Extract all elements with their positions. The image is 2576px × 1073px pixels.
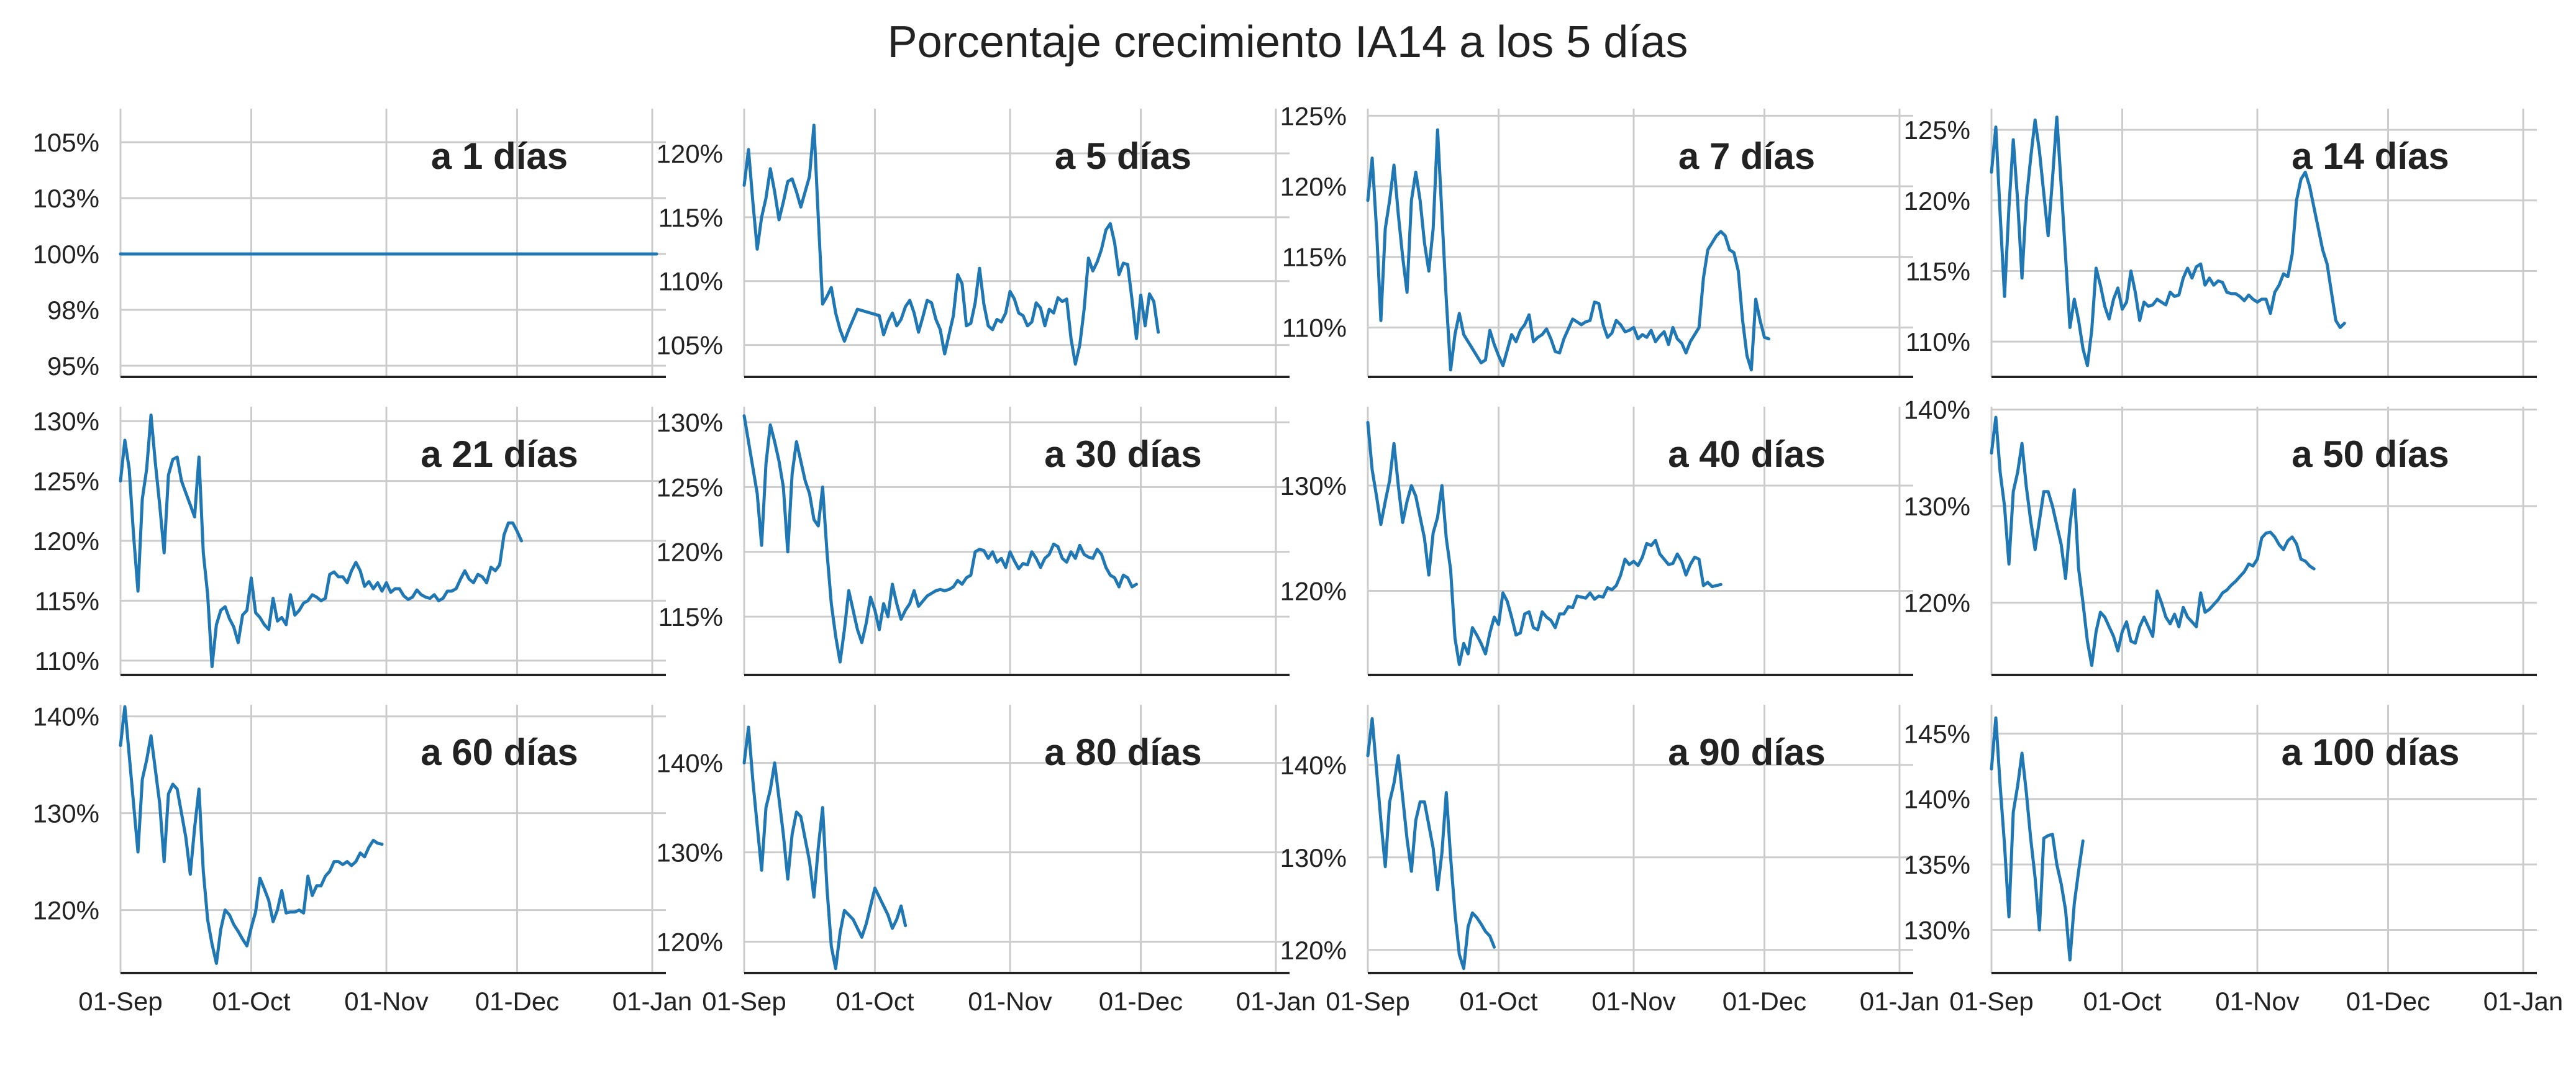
y-tick-label: 120% (1280, 576, 1347, 605)
panel-title: a 50 días (2292, 433, 2449, 475)
x-tick-label: 01-Jan (612, 987, 692, 1016)
x-tick-label: 01-Jan (1236, 987, 1316, 1016)
y-tick-label: 120% (657, 139, 723, 168)
panel-title: a 14 días (2292, 135, 2449, 177)
y-tick-label: 125% (1280, 101, 1347, 130)
panel-title: a 80 días (1044, 731, 1202, 773)
y-tick-label: 120% (657, 538, 723, 567)
x-tick-label: 01-Nov (1591, 987, 1675, 1016)
y-tick-label: 103% (33, 184, 99, 213)
y-tick-label: 120% (1280, 172, 1347, 201)
y-tick-label: 145% (1904, 719, 1970, 748)
y-tick-label: 125% (33, 467, 99, 496)
x-tick-label: 01-Oct (212, 987, 290, 1016)
y-tick-label: 140% (1904, 396, 1970, 425)
x-tick-label: 01-Sep (702, 987, 786, 1016)
y-tick-label: 115% (35, 586, 99, 615)
y-tick-label: 105% (33, 128, 99, 157)
x-tick-label: 01-Sep (1949, 987, 2033, 1016)
y-tick-label: 125% (1904, 115, 1970, 145)
y-tick-label: 130% (1904, 492, 1970, 521)
x-tick-label: 01-Dec (1723, 987, 1806, 1016)
y-tick-label: 130% (33, 799, 99, 828)
y-tick-label: 115% (658, 203, 723, 232)
x-tick-label: 01-Nov (968, 987, 1052, 1016)
y-tick-label: 140% (657, 749, 723, 778)
x-tick-label: 01-Sep (78, 987, 162, 1016)
x-tick-label: 01-Dec (475, 987, 559, 1016)
x-tick-label: 01-Oct (1459, 987, 1537, 1016)
series-line (1990, 716, 2085, 962)
y-tick-label: 98% (47, 296, 99, 325)
panel-title: a 60 días (421, 731, 578, 773)
x-tick-label: 01-Sep (1326, 987, 1409, 1016)
y-tick-label: 110% (1282, 313, 1347, 342)
y-tick-label: 115% (1906, 256, 1970, 286)
chart-title: Porcentaje crecimiento IA14 a los 5 días (888, 17, 1688, 67)
series-line (1366, 128, 1770, 372)
x-tick-label: 01-Dec (1099, 987, 1183, 1016)
y-tick-label: 120% (1904, 588, 1970, 617)
y-tick-label: 115% (1282, 243, 1347, 272)
y-tick-label: 110% (1906, 327, 1970, 356)
y-tick-label: 130% (1280, 843, 1347, 872)
panel-title: a 1 días (431, 135, 568, 177)
panel-title: a 7 días (1678, 135, 1815, 177)
series-line (742, 414, 1138, 664)
panel-title: a 40 días (1668, 433, 1826, 475)
series-line (742, 725, 908, 971)
y-tick-label: 105% (657, 331, 723, 360)
x-tick-label: 01-Oct (835, 987, 914, 1016)
series-line (1990, 115, 2346, 368)
panel-title: a 21 días (421, 433, 578, 475)
y-tick-label: 95% (47, 351, 99, 381)
y-tick-label: 130% (1904, 915, 1970, 944)
y-tick-label: 130% (657, 838, 723, 867)
panel-title: a 100 días (2282, 731, 2460, 773)
x-tick-label: 01-Dec (2346, 987, 2430, 1016)
y-tick-label: 135% (1904, 850, 1970, 879)
x-tick-label: 01-Nov (344, 987, 428, 1016)
y-tick-label: 110% (35, 646, 99, 676)
series-line (1366, 420, 1723, 666)
y-tick-label: 140% (1280, 751, 1347, 780)
y-tick-label: 125% (657, 473, 723, 502)
panel-title: a 5 días (1055, 135, 1191, 177)
y-tick-label: 120% (33, 896, 99, 925)
series-line (1366, 717, 1496, 971)
y-tick-label: 140% (1904, 785, 1970, 814)
panel-title: a 90 días (1668, 731, 1826, 773)
y-tick-label: 140% (33, 702, 99, 731)
x-tick-label: 01-Jan (1860, 987, 1939, 1016)
y-tick-label: 130% (33, 407, 99, 436)
y-tick-label: 115% (658, 602, 723, 632)
panel-title: a 30 días (1044, 433, 1202, 475)
x-tick-label: 01-Nov (2215, 987, 2299, 1016)
y-tick-label: 130% (1280, 471, 1347, 500)
y-tick-label: 120% (1904, 186, 1970, 215)
y-tick-label: 120% (33, 527, 99, 556)
series-line (119, 414, 523, 668)
y-tick-label: 120% (657, 928, 723, 957)
y-tick-label: 110% (658, 267, 723, 296)
y-tick-label: 100% (33, 240, 99, 269)
series-line (1990, 415, 2316, 667)
series-line (742, 124, 1160, 366)
x-tick-label: 01-Jan (2483, 987, 2563, 1016)
y-tick-label: 130% (657, 408, 723, 437)
x-tick-label: 01-Oct (2083, 987, 2161, 1016)
series-line (119, 705, 384, 965)
y-tick-label: 120% (1280, 936, 1347, 965)
